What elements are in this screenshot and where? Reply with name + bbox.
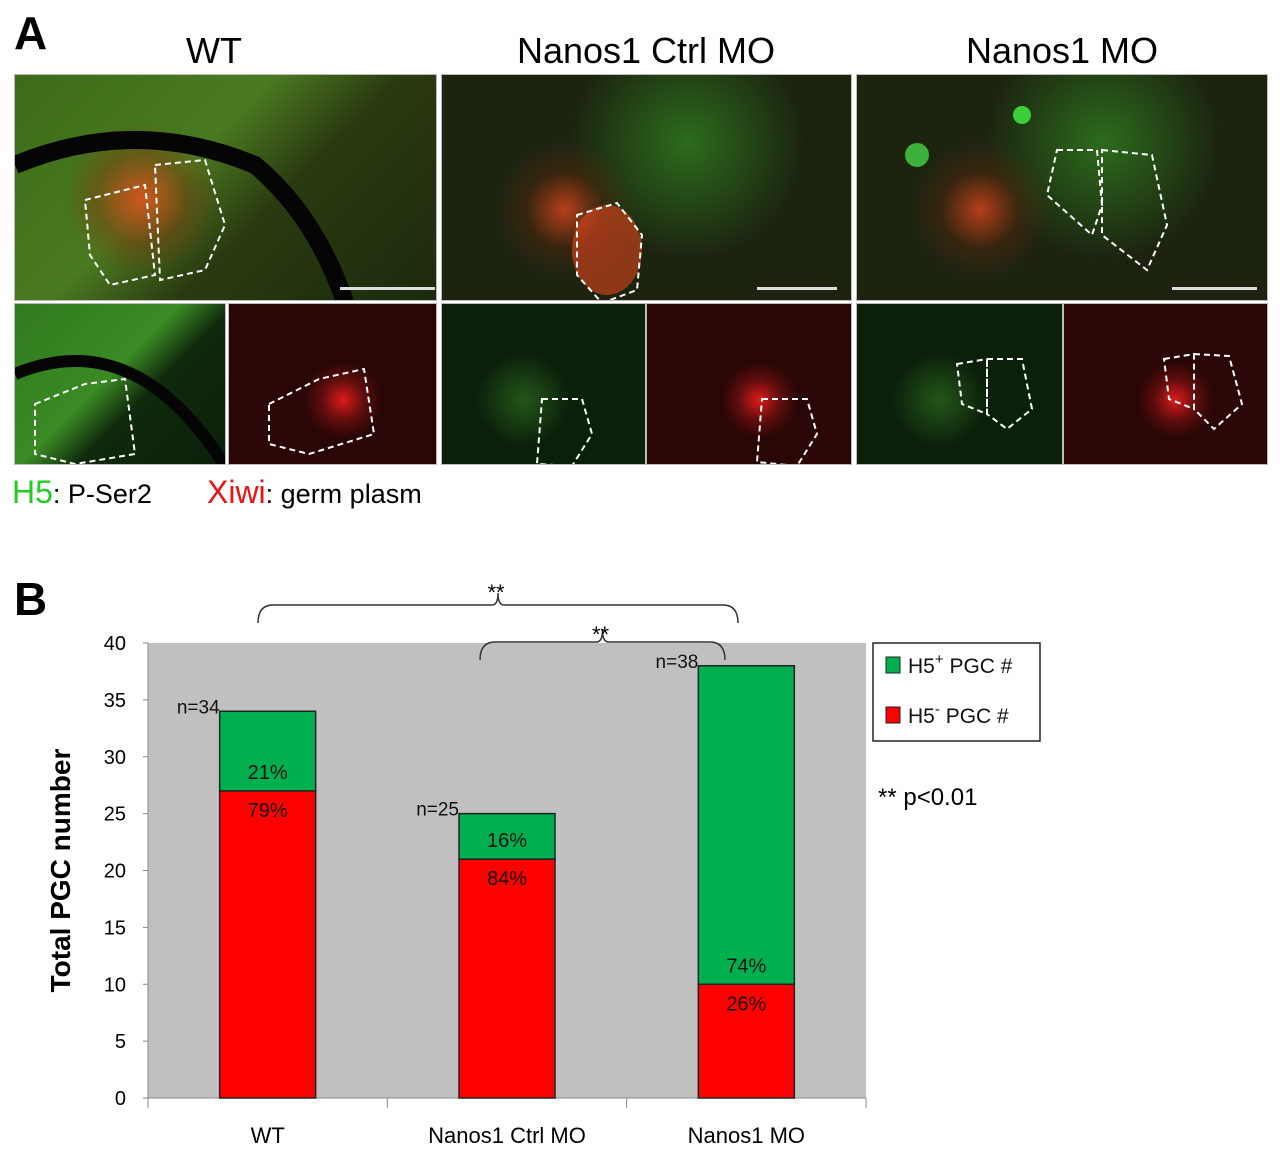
x-category-label: WT: [251, 1123, 285, 1148]
bar-percent-label: 21%: [248, 762, 288, 784]
bar-h5-positive: [697, 665, 796, 985]
y-tick-label: 5: [115, 1031, 126, 1053]
ctrl-mo-xiwi-image: [646, 303, 852, 465]
significance-label: **: [487, 580, 505, 605]
ctrl-mo-merge-image: [441, 74, 852, 301]
bar-h5-negative: [218, 790, 317, 1099]
y-tick-label: 15: [104, 917, 126, 939]
y-tick-label: 35: [104, 690, 126, 712]
nanos1-mo-xiwi-image: [1063, 303, 1268, 465]
xiwi-desc: : germ plasm: [265, 479, 422, 509]
panel-a-letter: A: [14, 7, 48, 59]
bar-total-label: n=25: [416, 800, 459, 821]
significance-bracket: [257, 592, 739, 624]
y-tick-label: 25: [104, 804, 126, 826]
h5-marker: H5: [12, 474, 53, 510]
wt-h5-image: [14, 303, 226, 465]
column-title-wt: WT: [186, 30, 242, 71]
y-tick-label: 40: [104, 633, 126, 655]
h5-desc: : P-Ser2: [52, 479, 152, 509]
legend-swatch: [885, 706, 901, 724]
xiwi-marker: Xiwi: [206, 474, 266, 510]
bar-h5-positive: [458, 812, 556, 860]
legend-text-part: PGC #: [944, 655, 1013, 678]
wt-merge-image: [14, 74, 437, 301]
bar-percent-label: 84%: [487, 868, 527, 890]
stacked-bar-chart: 0 5 10 15 20 25 30 35 40 79% 21% n=34 WT 84% 16% n=25 Na…: [45, 580, 1041, 1148]
legend-swatch: [885, 656, 901, 674]
significance-bracket: [479, 629, 726, 661]
bar-percent-label: 26%: [726, 993, 766, 1015]
bar-h5-positive: [218, 710, 317, 792]
scale-bar: [1172, 287, 1257, 290]
ctrl-mo-h5-image: [441, 303, 646, 465]
nanos1-mo-merge-image: [856, 74, 1268, 301]
x-category-label: Nanos1 MO: [688, 1123, 805, 1148]
bar-percent-label: 16%: [487, 830, 527, 852]
legend-text-part: -: [935, 701, 940, 718]
legend-box: [872, 642, 1041, 742]
bar-total-label: n=34: [177, 697, 220, 718]
bar-percent-label: 79%: [248, 800, 288, 822]
bar-total-label: n=38: [656, 652, 699, 673]
column-title-ctrl-mo: Nanos1 Ctrl MO: [516, 30, 776, 71]
panel-b-letter: B: [14, 573, 48, 625]
y-axis-label: Total PGC number: [45, 749, 76, 993]
bar-percent-label: 74%: [726, 955, 766, 977]
legend-text-part: H5: [908, 655, 935, 678]
legend-text-part: +: [935, 651, 944, 668]
x-category-label: Nanos1 Ctrl MO: [428, 1123, 586, 1148]
legend-text-part: H5: [908, 705, 935, 728]
y-tick-label: 0: [115, 1088, 126, 1110]
wt-xiwi-image: [228, 303, 437, 465]
y-tick-label: 10: [104, 974, 126, 996]
legend-label: H5+ PGC #: [908, 651, 1013, 678]
bar-h5-negative: [697, 983, 796, 1099]
legend-text-part: PGC #: [940, 705, 1009, 728]
significance-label: **: [592, 622, 610, 647]
y-tick-label: 30: [104, 747, 126, 769]
stain-legend: H5: P-Ser2 Xiwi: germ plasm: [12, 474, 422, 511]
legend-label: H5- PGC #: [908, 701, 1009, 728]
scale-bar: [340, 287, 435, 290]
y-tick-label: 20: [104, 861, 126, 883]
p-value-note: ** p<0.01: [878, 784, 977, 811]
scale-bar: [757, 287, 837, 290]
bar-h5-negative: [458, 858, 556, 1099]
column-title-nanos1-mo: Nanos1 MO: [965, 30, 1159, 71]
nanos1-mo-h5-image: [856, 303, 1063, 465]
